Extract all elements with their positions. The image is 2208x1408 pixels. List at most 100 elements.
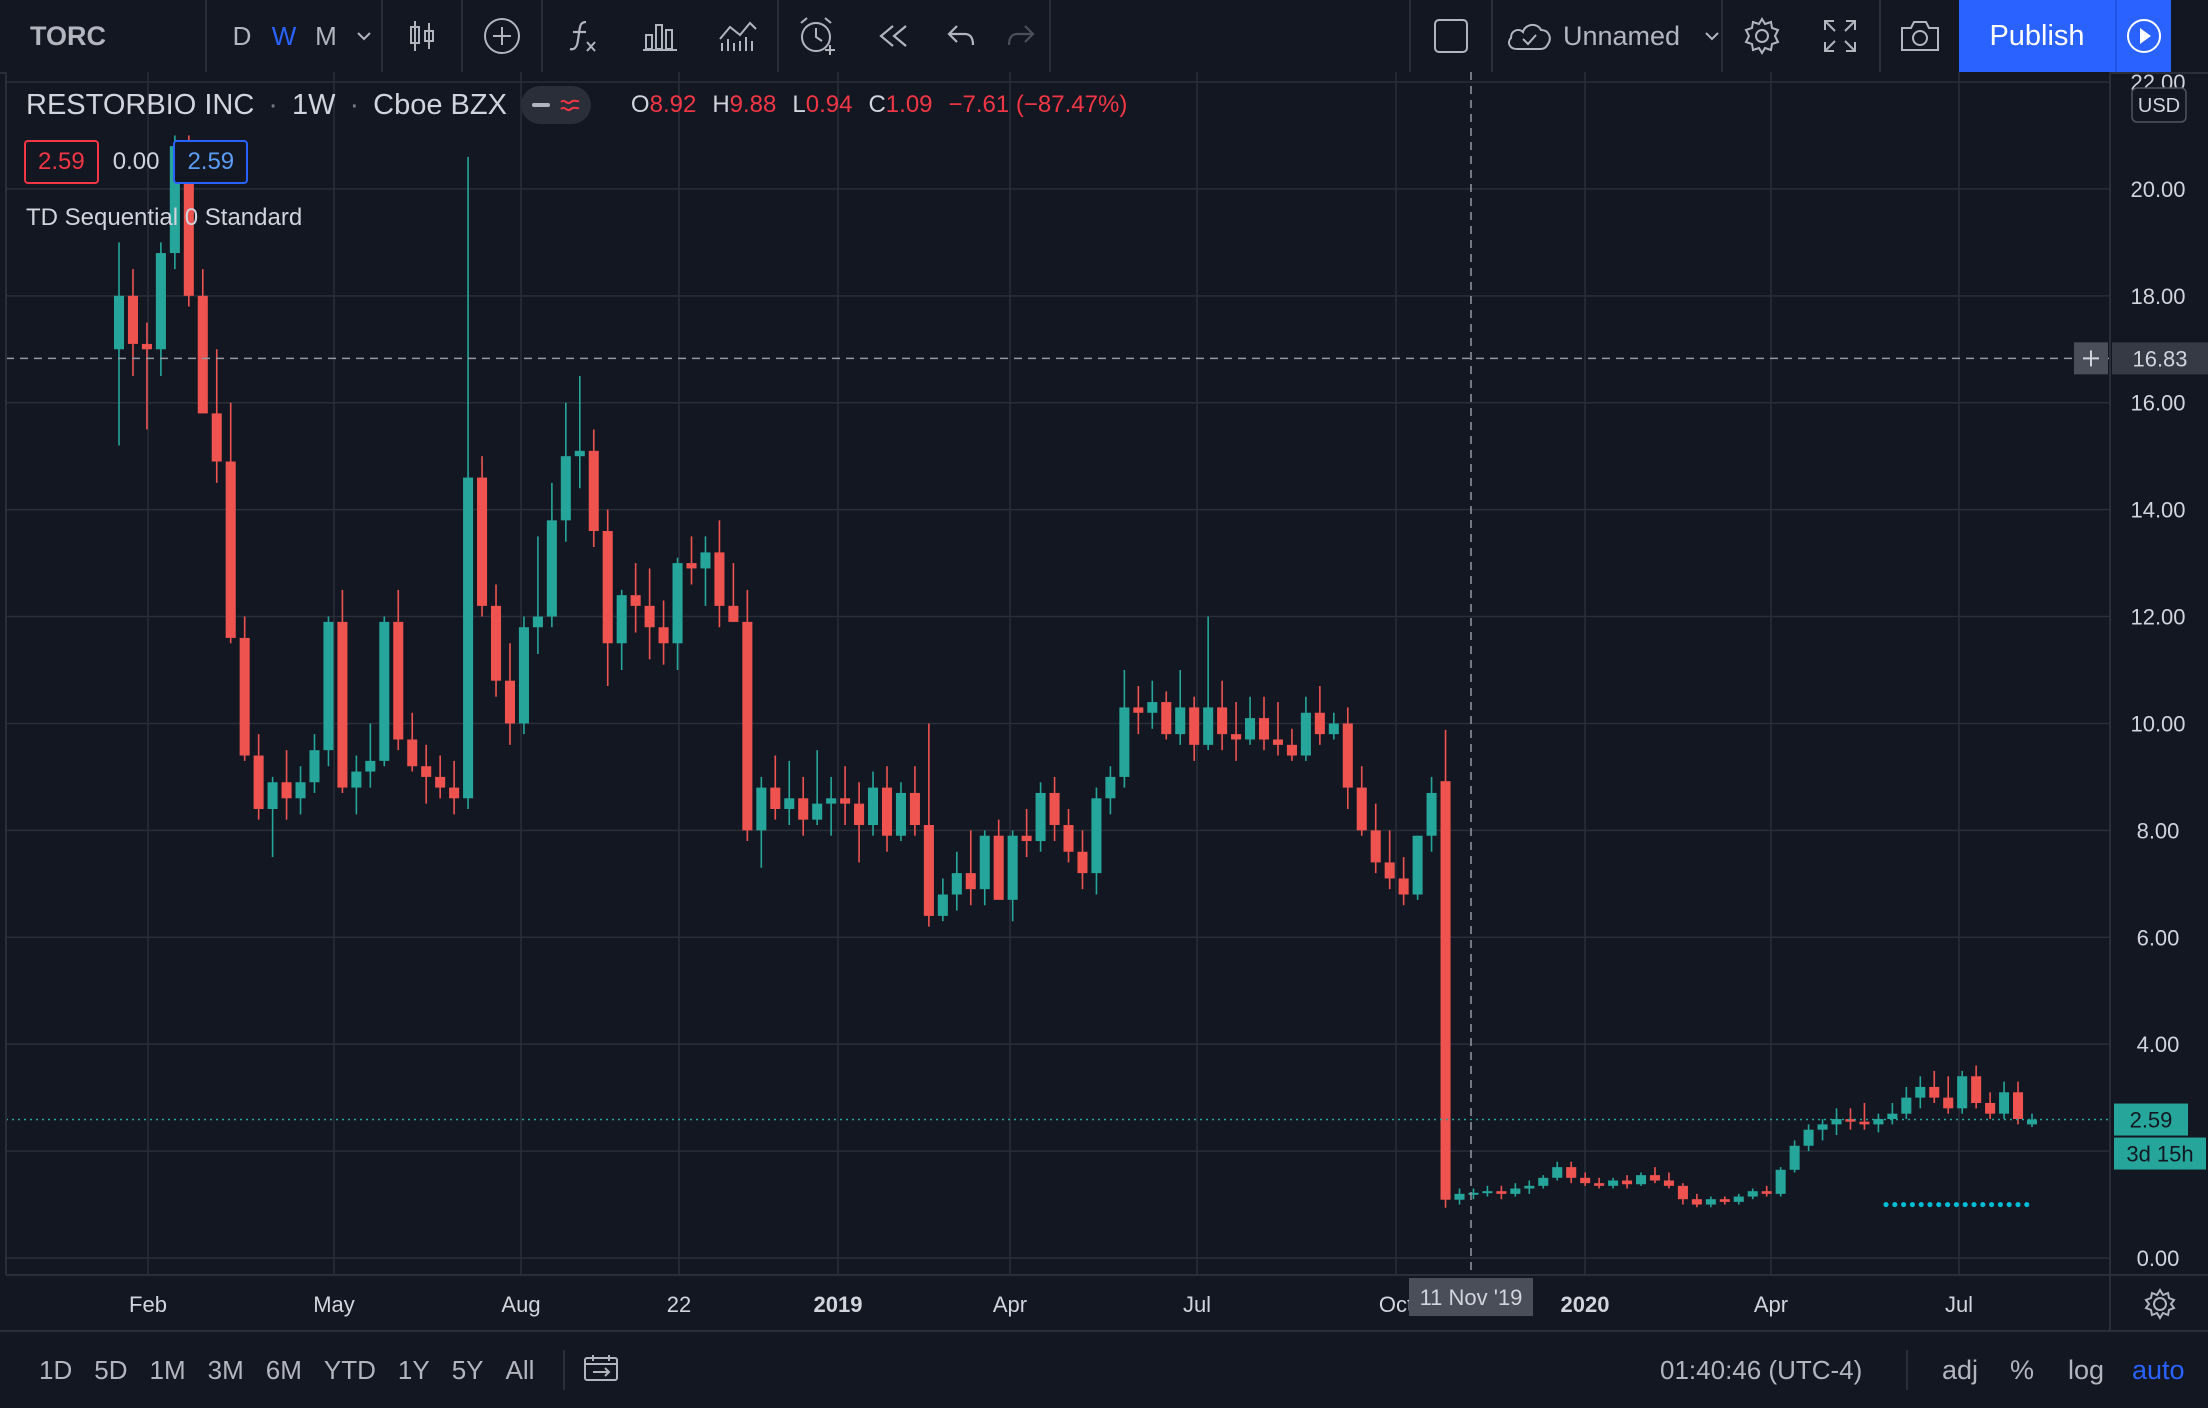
range-5y[interactable]: 5Y	[451, 1354, 484, 1385]
candle-body	[895, 792, 906, 836]
symbol-search-button[interactable]: TORC	[30, 20, 107, 51]
y-tick-label: 4.00	[2137, 1032, 2180, 1057]
change-value: −7.61 (−87.47%)	[948, 91, 1128, 118]
y-tick-label: 14.00	[2130, 498, 2185, 523]
candle-body	[826, 798, 837, 804]
replay-button[interactable]	[857, 0, 929, 72]
range-5d[interactable]: 5D	[94, 1354, 128, 1385]
candle-body	[1217, 707, 1228, 735]
candle-body	[1258, 718, 1270, 740]
candle-body	[1538, 1177, 1549, 1186]
candle-body	[700, 552, 711, 569]
candle-body	[323, 621, 334, 751]
compare-button[interactable]	[463, 0, 541, 72]
axis-settings-icon	[2144, 1288, 2176, 1320]
candle-body	[267, 782, 278, 809]
symbol-name[interactable]: RESTORBIO INC	[26, 88, 255, 121]
chart-type-button[interactable]	[383, 0, 461, 72]
plot-area	[6, 72, 2110, 1275]
candle-body	[1342, 723, 1353, 788]
play-icon	[2127, 19, 2161, 53]
financials-button[interactable]	[621, 0, 699, 72]
candle-body	[2013, 1092, 2024, 1120]
layout-save-button[interactable]: Unnamed	[1493, 0, 1721, 72]
chevron-down-icon	[1705, 32, 1719, 41]
publish-button[interactable]: Publish	[1959, 0, 2115, 72]
y-tick-label: 16.00	[2130, 391, 2185, 416]
percent-scale-toggle[interactable]: %	[2010, 1354, 2035, 1385]
interval-monthly[interactable]: M	[315, 20, 337, 51]
candle-body	[1887, 1113, 1898, 1120]
redo-button[interactable]	[993, 0, 1049, 72]
candle-body	[309, 750, 320, 783]
interval-dropdown[interactable]	[347, 0, 381, 72]
candle-body	[435, 776, 446, 788]
range-1d[interactable]: 1D	[39, 1354, 73, 1385]
indicators-button[interactable]	[543, 0, 621, 72]
candle-body	[1328, 723, 1339, 735]
settings-button[interactable]	[1723, 0, 1801, 72]
candle-body	[1985, 1102, 1996, 1114]
range-6m[interactable]: 6M	[265, 1354, 302, 1385]
candle-body	[1635, 1175, 1647, 1185]
candle-body	[1147, 702, 1158, 713]
candle-body	[504, 680, 516, 724]
range-ytd[interactable]: YTD	[323, 1354, 376, 1385]
range-1y[interactable]: 1Y	[397, 1354, 430, 1385]
candle-body	[588, 450, 599, 532]
range-3m[interactable]: 3M	[207, 1354, 244, 1385]
low-value: L0.94	[792, 91, 853, 118]
td-support-dot	[1883, 1201, 1889, 1208]
candle-body	[1552, 1167, 1563, 1178]
candles-icon	[410, 21, 434, 51]
y-tick-label: 12.00	[2130, 605, 2185, 630]
range-all[interactable]: All	[505, 1354, 535, 1385]
chart-grid	[6, 72, 2110, 1275]
candle-body	[1412, 835, 1423, 895]
interval-weekly[interactable]: W	[271, 20, 297, 51]
chevron-down-icon	[357, 32, 371, 41]
snapshot-button[interactable]	[1881, 0, 1959, 72]
x-tick-label: 2020	[1561, 1292, 1610, 1317]
legend-dot: ·	[349, 88, 360, 121]
candle-body	[1021, 835, 1032, 842]
auto-scale-toggle[interactable]: auto	[2132, 1354, 2185, 1385]
range-1m[interactable]: 1M	[149, 1354, 186, 1385]
candle-body	[1873, 1119, 1884, 1125]
alert-button[interactable]	[779, 0, 857, 72]
log-scale-toggle[interactable]: log	[2068, 1354, 2105, 1385]
price-chart[interactable]: 0.002.004.006.008.0010.0012.0014.0016.00…	[0, 72, 2208, 1330]
gear-icon	[1744, 17, 1780, 55]
candle-body	[923, 825, 934, 916]
clock-timezone[interactable]: 01:40:46 (UTC-4)	[1660, 1354, 1863, 1385]
indicator-label[interactable]: TD Sequential 0 Standard	[26, 204, 303, 231]
candle-body	[365, 760, 376, 772]
candle-body	[965, 873, 976, 890]
toolbar-divider	[777, 0, 779, 72]
symbol-exchange: Cboe BZX	[373, 88, 507, 121]
fullscreen-button[interactable]	[1801, 0, 1879, 72]
interval-daily[interactable]: D	[232, 20, 252, 51]
candle-body	[1566, 1167, 1577, 1178]
crosshair-price-tag	[2112, 342, 2208, 375]
templates-button[interactable]	[699, 0, 777, 72]
candle-body	[1161, 702, 1172, 735]
candle-body	[1580, 1177, 1591, 1184]
td-support-dot	[1945, 1201, 1951, 1208]
candle-body	[644, 605, 655, 628]
undo-button[interactable]	[929, 0, 993, 72]
fullscreen-layout-button[interactable]	[1411, 0, 1491, 72]
ideas-stream-button[interactable]	[2115, 0, 2171, 72]
candle-body	[1817, 1124, 1828, 1130]
legend-toggle-pill[interactable]	[520, 86, 591, 124]
candle-body	[127, 295, 138, 344]
last-price-label: 2.59	[2130, 1108, 2173, 1133]
add-circle-icon	[484, 18, 520, 54]
td-support-dot	[1953, 1201, 1959, 1208]
candle-body	[1957, 1076, 1968, 1109]
date-range-button[interactable]	[583, 1353, 619, 1388]
candle-body	[1677, 1185, 1688, 1200]
toolbar-divider	[1491, 0, 1493, 72]
candle-body	[546, 520, 557, 617]
adj-toggle[interactable]: adj	[1942, 1354, 1979, 1385]
